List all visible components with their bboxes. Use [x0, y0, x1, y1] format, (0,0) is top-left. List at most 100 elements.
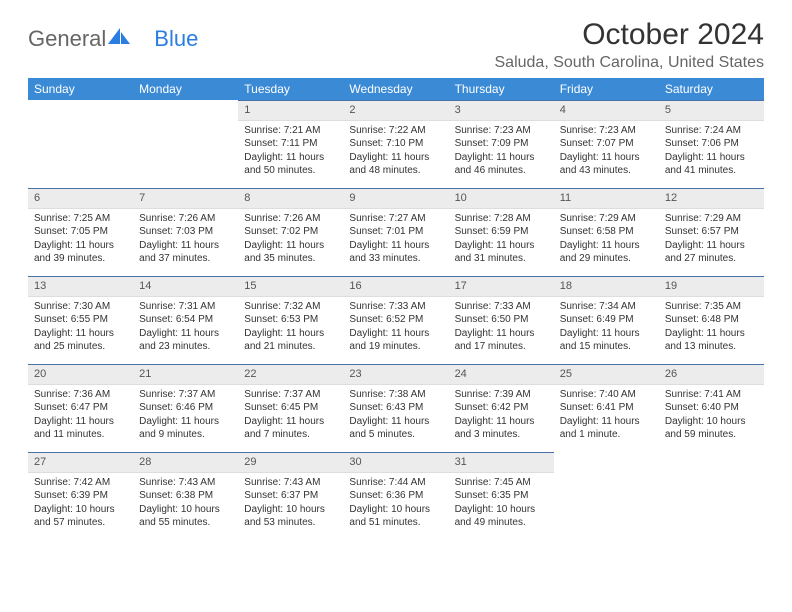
- day-number: 21: [133, 364, 238, 385]
- day-body: Sunrise: 7:30 AMSunset: 6:55 PMDaylight:…: [28, 297, 133, 358]
- day-number: 29: [238, 452, 343, 473]
- day-cell: 13Sunrise: 7:30 AMSunset: 6:55 PMDayligh…: [28, 276, 133, 364]
- sunrise-text: Sunrise: 7:43 AM: [244, 476, 337, 490]
- day-number: 3: [449, 100, 554, 121]
- day-number: 28: [133, 452, 238, 473]
- day-number: 5: [659, 100, 764, 121]
- day-body: Sunrise: 7:23 AMSunset: 7:09 PMDaylight:…: [449, 121, 554, 182]
- daylight-text: Daylight: 11 hours and 13 minutes.: [665, 327, 758, 354]
- sunset-text: Sunset: 6:47 PM: [34, 401, 127, 415]
- day-cell: 8Sunrise: 7:26 AMSunset: 7:02 PMDaylight…: [238, 188, 343, 276]
- sunset-text: Sunset: 6:59 PM: [455, 225, 548, 239]
- day-number: 17: [449, 276, 554, 297]
- day-cell: 6Sunrise: 7:25 AMSunset: 7:05 PMDaylight…: [28, 188, 133, 276]
- sunrise-text: Sunrise: 7:40 AM: [560, 388, 653, 402]
- day-number: 30: [343, 452, 448, 473]
- day-cell: 12Sunrise: 7:29 AMSunset: 6:57 PMDayligh…: [659, 188, 764, 276]
- week-row: 6Sunrise: 7:25 AMSunset: 7:05 PMDaylight…: [28, 188, 764, 276]
- sunrise-text: Sunrise: 7:29 AM: [560, 212, 653, 226]
- sunset-text: Sunset: 6:38 PM: [139, 489, 232, 503]
- sunrise-text: Sunrise: 7:44 AM: [349, 476, 442, 490]
- day-body: Sunrise: 7:24 AMSunset: 7:06 PMDaylight:…: [659, 121, 764, 182]
- day-number: 24: [449, 364, 554, 385]
- sunrise-text: Sunrise: 7:33 AM: [349, 300, 442, 314]
- day-cell: 1Sunrise: 7:21 AMSunset: 7:11 PMDaylight…: [238, 100, 343, 188]
- daylight-text: Daylight: 11 hours and 21 minutes.: [244, 327, 337, 354]
- week-row: 1Sunrise: 7:21 AMSunset: 7:11 PMDaylight…: [28, 100, 764, 188]
- sunrise-text: Sunrise: 7:29 AM: [665, 212, 758, 226]
- day-cell: 21Sunrise: 7:37 AMSunset: 6:46 PMDayligh…: [133, 364, 238, 452]
- daylight-text: Daylight: 11 hours and 23 minutes.: [139, 327, 232, 354]
- sunrise-text: Sunrise: 7:27 AM: [349, 212, 442, 226]
- sunrise-text: Sunrise: 7:41 AM: [665, 388, 758, 402]
- daylight-text: Daylight: 11 hours and 9 minutes.: [139, 415, 232, 442]
- day-body: Sunrise: 7:32 AMSunset: 6:53 PMDaylight:…: [238, 297, 343, 358]
- logo-text-blue: Blue: [154, 26, 198, 52]
- day-body: Sunrise: 7:45 AMSunset: 6:35 PMDaylight:…: [449, 473, 554, 534]
- sunset-text: Sunset: 7:07 PM: [560, 137, 653, 151]
- daylight-text: Daylight: 10 hours and 49 minutes.: [455, 503, 548, 530]
- sunset-text: Sunset: 6:48 PM: [665, 313, 758, 327]
- daylight-text: Daylight: 11 hours and 15 minutes.: [560, 327, 653, 354]
- daylight-text: Daylight: 11 hours and 7 minutes.: [244, 415, 337, 442]
- daylight-text: Daylight: 10 hours and 55 minutes.: [139, 503, 232, 530]
- logo: General Blue: [28, 18, 198, 52]
- day-cell: 14Sunrise: 7:31 AMSunset: 6:54 PMDayligh…: [133, 276, 238, 364]
- day-number: [554, 452, 659, 468]
- sunset-text: Sunset: 7:05 PM: [34, 225, 127, 239]
- day-number: 27: [28, 452, 133, 473]
- month-title: October 2024: [495, 18, 765, 52]
- day-cell: 25Sunrise: 7:40 AMSunset: 6:41 PMDayligh…: [554, 364, 659, 452]
- day-number: 15: [238, 276, 343, 297]
- sunset-text: Sunset: 6:49 PM: [560, 313, 653, 327]
- day-number: 4: [554, 100, 659, 121]
- daylight-text: Daylight: 11 hours and 35 minutes.: [244, 239, 337, 266]
- sunrise-text: Sunrise: 7:23 AM: [455, 124, 548, 138]
- day-number: 18: [554, 276, 659, 297]
- weekday-header: Sunday: [28, 78, 133, 100]
- sunset-text: Sunset: 6:52 PM: [349, 313, 442, 327]
- daylight-text: Daylight: 11 hours and 43 minutes.: [560, 151, 653, 178]
- sunrise-text: Sunrise: 7:22 AM: [349, 124, 442, 138]
- day-number: 20: [28, 364, 133, 385]
- daylight-text: Daylight: 10 hours and 51 minutes.: [349, 503, 442, 530]
- logo-text-general: General: [28, 26, 106, 52]
- day-body: Sunrise: 7:38 AMSunset: 6:43 PMDaylight:…: [343, 385, 448, 446]
- day-cell: [554, 452, 659, 540]
- day-number: 8: [238, 188, 343, 209]
- day-body: Sunrise: 7:43 AMSunset: 6:37 PMDaylight:…: [238, 473, 343, 534]
- daylight-text: Daylight: 11 hours and 17 minutes.: [455, 327, 548, 354]
- sunrise-text: Sunrise: 7:39 AM: [455, 388, 548, 402]
- daylight-text: Daylight: 11 hours and 33 minutes.: [349, 239, 442, 266]
- day-body: Sunrise: 7:42 AMSunset: 6:39 PMDaylight:…: [28, 473, 133, 534]
- day-number: 22: [238, 364, 343, 385]
- sunset-text: Sunset: 7:02 PM: [244, 225, 337, 239]
- day-body: Sunrise: 7:28 AMSunset: 6:59 PMDaylight:…: [449, 209, 554, 270]
- day-body: Sunrise: 7:43 AMSunset: 6:38 PMDaylight:…: [133, 473, 238, 534]
- logo-sail-icon: [108, 26, 130, 52]
- title-block: October 2024 Saluda, South Carolina, Uni…: [495, 18, 765, 72]
- sunset-text: Sunset: 6:40 PM: [665, 401, 758, 415]
- weekday-header: Tuesday: [238, 78, 343, 100]
- day-number: 19: [659, 276, 764, 297]
- sunrise-text: Sunrise: 7:33 AM: [455, 300, 548, 314]
- day-body: Sunrise: 7:40 AMSunset: 6:41 PMDaylight:…: [554, 385, 659, 446]
- weekday-header: Saturday: [659, 78, 764, 100]
- daylight-text: Daylight: 11 hours and 3 minutes.: [455, 415, 548, 442]
- location-subtitle: Saluda, South Carolina, United States: [495, 54, 765, 72]
- day-number: 7: [133, 188, 238, 209]
- daylight-text: Daylight: 11 hours and 46 minutes.: [455, 151, 548, 178]
- day-body: Sunrise: 7:44 AMSunset: 6:36 PMDaylight:…: [343, 473, 448, 534]
- day-number: 31: [449, 452, 554, 473]
- sunset-text: Sunset: 6:35 PM: [455, 489, 548, 503]
- weekday-header: Monday: [133, 78, 238, 100]
- day-cell: [659, 452, 764, 540]
- sunset-text: Sunset: 6:57 PM: [665, 225, 758, 239]
- sunrise-text: Sunrise: 7:35 AM: [665, 300, 758, 314]
- day-number: 1: [238, 100, 343, 121]
- sunrise-text: Sunrise: 7:45 AM: [455, 476, 548, 490]
- sunset-text: Sunset: 6:46 PM: [139, 401, 232, 415]
- sunset-text: Sunset: 6:50 PM: [455, 313, 548, 327]
- sunrise-text: Sunrise: 7:43 AM: [139, 476, 232, 490]
- day-cell: 16Sunrise: 7:33 AMSunset: 6:52 PMDayligh…: [343, 276, 448, 364]
